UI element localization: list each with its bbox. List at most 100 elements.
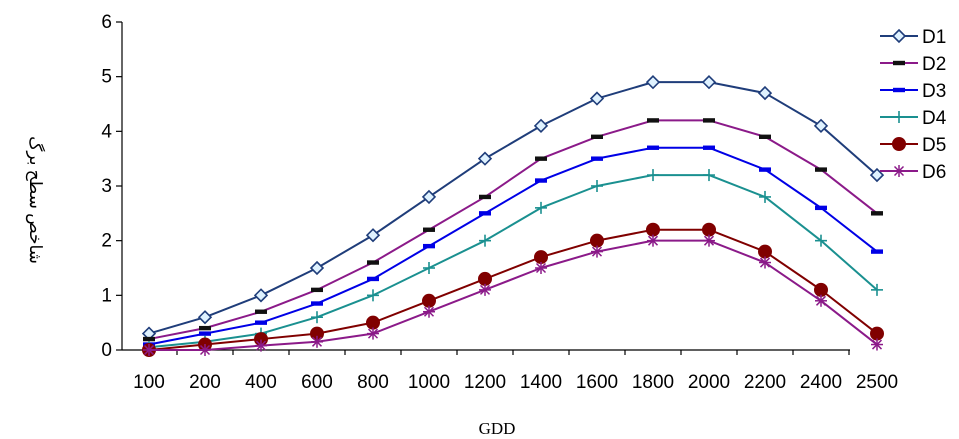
data-point xyxy=(367,289,379,302)
series-d6 xyxy=(143,234,883,356)
data-point xyxy=(478,271,492,286)
data-point xyxy=(423,305,435,318)
data-point xyxy=(143,336,155,342)
data-point xyxy=(869,167,885,183)
data-point xyxy=(871,338,883,351)
data-point xyxy=(759,256,771,269)
x-tick-label: 200 xyxy=(189,372,221,393)
data-point xyxy=(199,344,211,356)
legend-marker xyxy=(891,28,907,44)
y-tick-label: 3 xyxy=(101,176,112,197)
data-point xyxy=(311,301,323,306)
data-point xyxy=(813,118,829,133)
data-point xyxy=(815,234,827,247)
data-point xyxy=(535,201,547,214)
data-point xyxy=(591,134,603,139)
data-point xyxy=(477,151,493,166)
x-tick-label: 1800 xyxy=(632,372,674,393)
data-point xyxy=(367,327,379,340)
legend-item-d1: D1 xyxy=(880,27,946,48)
legend-marker xyxy=(893,165,905,177)
legend-label: D1 xyxy=(922,27,946,48)
data-point xyxy=(479,283,491,296)
legend: D1 D2 D3 D4 D5 D6 xyxy=(880,27,947,183)
data-point xyxy=(479,194,491,200)
data-point xyxy=(758,244,772,259)
data-point xyxy=(535,156,547,161)
data-point xyxy=(365,228,381,243)
data-point xyxy=(870,326,884,341)
data-point xyxy=(367,260,379,265)
series-d5 xyxy=(142,222,884,357)
data-point xyxy=(703,118,715,123)
y-tick-label: 2 xyxy=(101,231,112,252)
legend-marker xyxy=(893,60,905,66)
data-point xyxy=(647,118,659,123)
legend-marker xyxy=(892,137,906,151)
legend-marker xyxy=(893,87,905,93)
data-point xyxy=(591,245,603,258)
legend-label: D5 xyxy=(922,135,946,156)
y-tick-label: 5 xyxy=(101,67,112,88)
data-point xyxy=(535,178,547,183)
data-point xyxy=(871,211,883,216)
y-tick-label: 1 xyxy=(101,285,112,306)
legend-item-d4: D4 xyxy=(880,108,947,129)
data-point xyxy=(199,325,211,331)
axes: 0 1 2 3 4 5 6 100 200 400 600 800 1000 1200 1400 1600 18… xyxy=(101,12,898,393)
x-tick-label: 2400 xyxy=(800,372,842,393)
data-point xyxy=(702,222,716,237)
legend-label: D3 xyxy=(922,81,946,102)
data-point xyxy=(423,227,435,232)
data-point xyxy=(255,309,267,314)
data-point xyxy=(591,180,603,192)
y-tick-label: 0 xyxy=(101,340,112,361)
data-point xyxy=(199,331,211,336)
series-line xyxy=(148,119,878,341)
data-point xyxy=(703,169,715,182)
data-point xyxy=(814,282,828,297)
y-tick-label: 4 xyxy=(101,121,112,142)
x-tick-label: 800 xyxy=(357,372,389,393)
data-point xyxy=(143,344,155,356)
data-point xyxy=(534,250,548,265)
x-tick-label: 2500 xyxy=(856,372,898,393)
data-point xyxy=(255,339,267,352)
legend-label: D4 xyxy=(922,108,947,129)
data-point xyxy=(590,233,604,248)
series-line xyxy=(148,146,878,346)
data-point xyxy=(366,315,380,330)
data-point xyxy=(871,283,883,296)
series-line xyxy=(149,239,878,351)
series-d3 xyxy=(143,145,883,347)
data-point xyxy=(703,234,715,247)
series-d1 xyxy=(141,75,885,341)
data-point xyxy=(815,167,827,172)
legend-item-d6: D6 xyxy=(880,162,946,183)
y-axis-title: شاخص سطح برگ xyxy=(25,136,46,264)
x-tick-label: 1600 xyxy=(576,372,618,393)
data-point xyxy=(535,262,547,274)
data-point xyxy=(479,234,491,247)
data-point xyxy=(421,189,437,205)
y-tick-label: 6 xyxy=(101,12,112,33)
data-point xyxy=(647,145,659,150)
x-axis-title: GDD xyxy=(479,419,516,438)
data-point xyxy=(367,276,379,282)
data-point xyxy=(533,118,549,133)
legend-label: D6 xyxy=(922,162,946,183)
x-tick-label: 2000 xyxy=(688,372,730,393)
data-point xyxy=(646,222,660,237)
legend-marker xyxy=(893,111,905,123)
data-point xyxy=(871,249,883,254)
legend-label: D2 xyxy=(922,54,946,75)
data-point xyxy=(703,145,715,150)
series-line xyxy=(148,228,878,351)
data-point xyxy=(589,91,605,106)
data-point xyxy=(311,287,323,293)
data-point xyxy=(253,288,269,303)
data-point xyxy=(647,234,659,247)
data-point xyxy=(311,335,323,348)
legend-item-d2: D2 xyxy=(880,54,946,75)
